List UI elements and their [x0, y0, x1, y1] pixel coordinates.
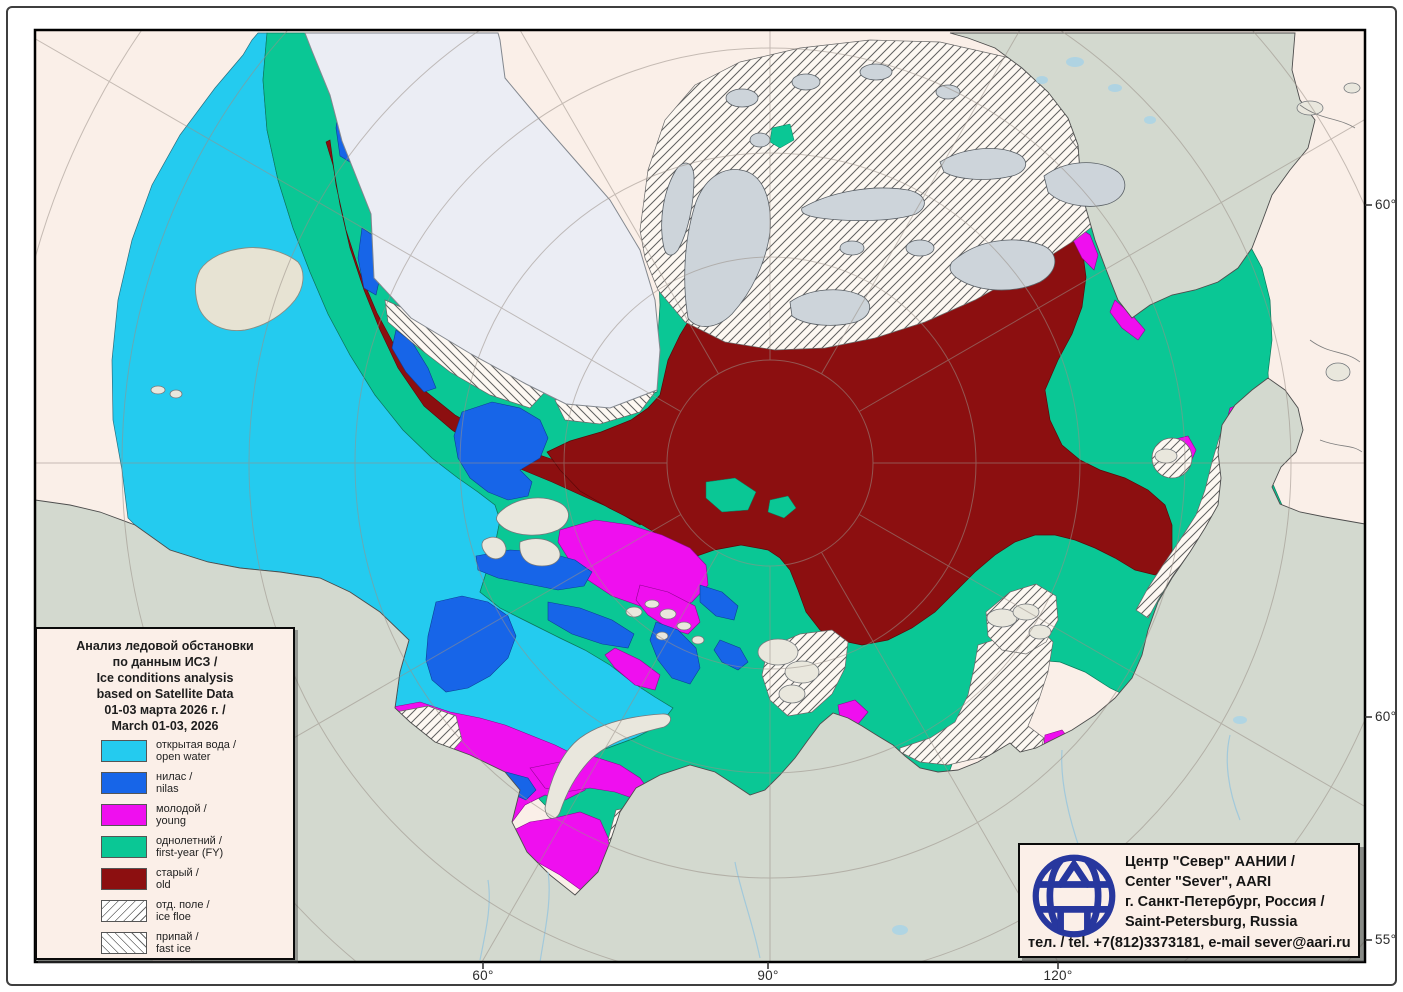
latitude-label: 55°: [1375, 932, 1397, 947]
legend-swatch-open-water: [101, 740, 147, 762]
coastline-sketch: [1299, 104, 1363, 453]
org-name-line: г. Санкт-Петербург, Россия /: [1125, 894, 1325, 910]
legend-label: открытая вода / open water: [156, 738, 237, 764]
legend-swatch-ice-floe: [101, 900, 147, 922]
latitude-label: 60°: [1375, 197, 1397, 212]
info-box: Центр "Север" ААНИИ / Center "Sever", AAR…: [1018, 843, 1360, 958]
legend-swatch-young: [101, 804, 147, 826]
longitude-label: 120°: [1043, 968, 1073, 983]
iceland: [194, 247, 304, 332]
longitude-label: 60°: [472, 968, 494, 983]
org-name-line: Центр "Север" ААНИИ /: [1125, 854, 1295, 870]
legend-label: молодой / young: [156, 802, 207, 828]
legend-box: Анализ ледовой обстановки по данным ИСЗ /…: [35, 627, 295, 960]
org-name-lines: Центр "Север" ААНИИ / Center "Sever", AAR…: [1125, 852, 1324, 932]
legend-items: открытая вода / open water нилас / nilas мол…: [37, 738, 293, 956]
legend-label: старый / old: [156, 866, 199, 892]
mainland-north-america: [949, 32, 1316, 319]
legend-item-nilas: нилас / nilas: [101, 770, 293, 796]
canadian-islands: [661, 63, 1126, 327]
legend-swatch-fast-ice: [101, 932, 147, 954]
org-name-line: Center "Sever", AARI: [1125, 874, 1272, 890]
legend-label: припай / fast ice: [156, 930, 199, 956]
legend-title-line: March 01-03, 2026: [111, 719, 219, 733]
legend-title-line: Ice conditions analysis: [96, 671, 234, 685]
greenland: [304, 32, 661, 409]
legend-label: нилас / nilas: [156, 770, 193, 796]
legend-swatch-first-year: [101, 836, 147, 858]
legend-label: однолетний / first-year (FY): [156, 834, 224, 860]
latitude-label: 60°: [1375, 709, 1397, 724]
legend-item-young: молодой / young: [101, 802, 293, 828]
legend-item-open-water: открытая вода / open water: [101, 738, 293, 764]
contact-line: тел. / tel. +7(812)3373181, e-mail sever…: [1028, 935, 1351, 951]
arctic-islands: [150, 82, 1361, 819]
map-frame: [33, 28, 1367, 964]
legend-item-ice-floe: отд. поле / ice floe: [101, 898, 293, 924]
legend-swatch-nilas: [101, 772, 147, 794]
org-name-line: Saint-Petersburg, Russia: [1125, 914, 1298, 930]
nilas-patches: [331, 97, 749, 801]
legend-item-first-year: однолетний / first-year (FY): [101, 834, 293, 860]
legend-title: Анализ ледовой обстановки по данным ИСЗ /…: [37, 629, 293, 734]
legend-title-line: Анализ ледовой обстановки: [76, 639, 254, 653]
legend-item-fast-ice: припай / fast ice: [101, 930, 293, 956]
legend-label: отд. поле / ice floe: [156, 898, 210, 924]
axis-ticks: [482, 204, 1372, 969]
legend-item-old: старый / old: [101, 866, 293, 892]
longitude-label: 90°: [757, 968, 779, 983]
aari-globe-icon: [1032, 854, 1116, 938]
legend-title-line: по данным ИСЗ /: [112, 655, 218, 669]
legend-swatch-old: [101, 868, 147, 890]
mainland-eurasia: [35, 377, 1365, 962]
legend-title-line: based on Satellite Data: [96, 687, 234, 701]
legend-title-line: 01-03 марта 2026 г. /: [104, 703, 226, 717]
rivers: [479, 734, 1241, 962]
